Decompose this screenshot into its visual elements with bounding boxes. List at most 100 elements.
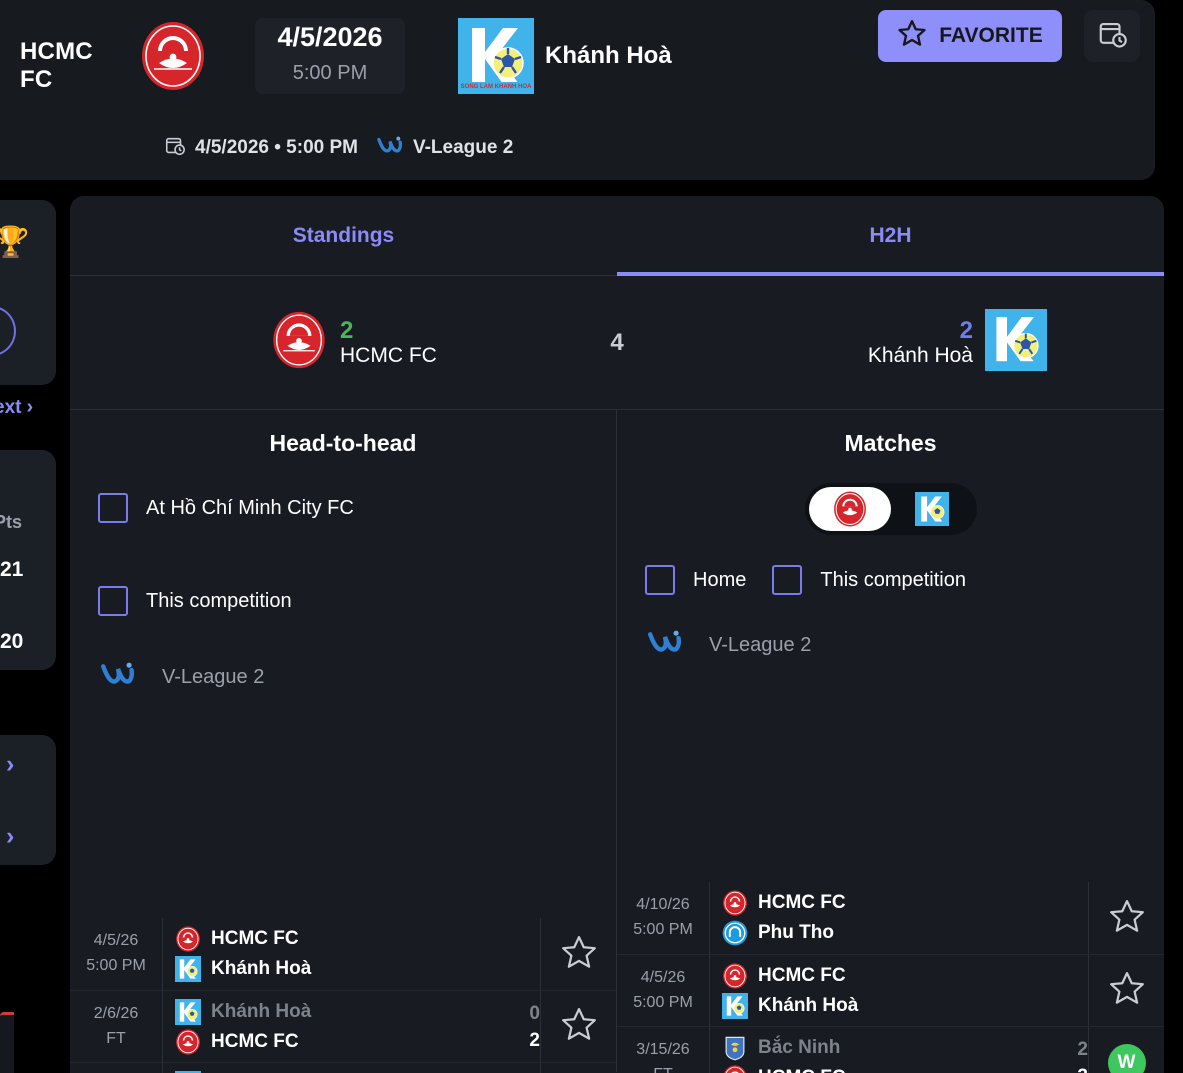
match-row-favorite-button[interactable] bbox=[1088, 955, 1164, 1026]
trophy-icon: 🏆 bbox=[0, 226, 30, 259]
sidebar-next-label: ext bbox=[0, 397, 22, 418]
summary-away: 2 Khánh Hoà bbox=[868, 309, 1047, 376]
match-row-status: FT bbox=[106, 1029, 126, 1047]
svg-text:SONG LAM KHANH HOA: SONG LAM KHANH HOA bbox=[461, 84, 532, 90]
checkbox-this-competition[interactable] bbox=[98, 586, 128, 616]
tab-h2h[interactable]: H2H bbox=[617, 196, 1164, 276]
filter-this-competition-right[interactable]: This competition bbox=[772, 565, 966, 595]
tab-bar: Standings H2H bbox=[70, 196, 1164, 276]
filter-home[interactable]: Home bbox=[645, 565, 746, 595]
head-to-head-panel: Head-to-head At Hồ Chí Minh City FC This… bbox=[70, 410, 617, 1073]
match-datetime-info: 4/5/2026 • 5:00 PM bbox=[164, 135, 358, 162]
match-row-status: 5:00 PM bbox=[86, 957, 146, 974]
away-team-name: Khánh Hoà bbox=[545, 42, 672, 69]
match-row[interactable]: 4/5/26 5:00 PM HCMC FC Khánh Hoà bbox=[70, 918, 616, 990]
match-row-score: 0 bbox=[529, 1002, 540, 1024]
filter-this-competition-right-label: This competition bbox=[820, 568, 966, 591]
match-row-favorite-button[interactable] bbox=[540, 1063, 616, 1073]
khanh-hoa-logo: SONG LAM KHANH HOA bbox=[458, 18, 534, 99]
filter-this-competition-label: This competition bbox=[146, 589, 292, 612]
match-row-favorite-button[interactable] bbox=[1088, 882, 1164, 954]
match-row-scores bbox=[1054, 882, 1088, 954]
phutho-logo bbox=[722, 920, 748, 946]
checkbox-at-venue[interactable] bbox=[98, 493, 128, 523]
status-badge: W bbox=[1107, 1043, 1146, 1073]
match-header-card: HCMC FC 4/5/2026 5:00 PM bbox=[0, 0, 1155, 180]
match-row-status: 5:00 PM bbox=[633, 921, 693, 938]
match-row[interactable]: 4/5/26 5:00 PM HCMC FC Khánh Hoà bbox=[617, 954, 1164, 1026]
checkbox-home[interactable] bbox=[645, 565, 675, 595]
match-row-away-team: HCMC FC bbox=[722, 1064, 1054, 1073]
favorite-button-label: FAVORITE bbox=[939, 24, 1043, 47]
sidebar-pts-value: 21 bbox=[0, 558, 24, 581]
match-row-home-team: HCMC FC bbox=[722, 890, 1054, 916]
match-time: 5:00 PM bbox=[292, 62, 368, 84]
calendar-clock-icon bbox=[1097, 19, 1127, 54]
match-row-teams: HCMC FC Khánh Hoà bbox=[709, 955, 1054, 1026]
team-toggle[interactable] bbox=[804, 483, 977, 535]
match-row-teams: HCMC FC Khánh Hoà bbox=[162, 918, 506, 990]
tab-standings[interactable]: Standings bbox=[292, 223, 395, 247]
match-row[interactable]: 2/6/26 FT Khánh Hoà HCMC FC 0 2 bbox=[70, 990, 616, 1062]
match-row-score: 3 bbox=[1054, 1065, 1088, 1073]
match-row-team-name: HCMC FC bbox=[758, 964, 846, 986]
sidebar-card-standings bbox=[0, 200, 56, 385]
match-row-date: 2/6/26 FT bbox=[70, 991, 162, 1062]
match-row[interactable]: 3/15/26FTBắc NinhHCMC FC23W bbox=[617, 1026, 1164, 1073]
hcmc-logo bbox=[722, 1064, 748, 1073]
h2h-card: Standings H2H 2 bbox=[70, 196, 1164, 1073]
hcmc-fc-logo bbox=[138, 21, 208, 96]
hcmc-logo bbox=[175, 926, 201, 952]
h2h-league-header[interactable]: V-League 2 bbox=[98, 659, 616, 696]
matches-filters: Home This competition bbox=[645, 565, 1164, 595]
summary-home-wins: 2 bbox=[340, 316, 354, 344]
v-league-logo bbox=[376, 134, 404, 163]
match-row[interactable]: 4/10/26 5:00 PM HCMC FC Phu Tho bbox=[617, 882, 1164, 954]
match-header-top: HCMC FC 4/5/2026 5:00 PM bbox=[0, 0, 1155, 112]
match-row-status: 5:00 PM bbox=[633, 993, 693, 1011]
match-row-team-name: HCMC FC bbox=[758, 1067, 846, 1073]
chevron-right-icon[interactable]: › bbox=[6, 822, 15, 850]
match-row-favorite-button[interactable] bbox=[540, 991, 616, 1062]
match-row-status: FT bbox=[653, 1063, 673, 1073]
calendar-clock-icon bbox=[164, 135, 186, 162]
match-row-date-value: 4/5/26 bbox=[93, 932, 139, 950]
khanhhoa-logo bbox=[175, 998, 201, 1025]
team-toggle-hcmc[interactable] bbox=[808, 487, 891, 531]
chevron-right-icon[interactable]: › bbox=[6, 750, 15, 778]
filter-this-competition[interactable]: This competition bbox=[98, 586, 616, 616]
matches-league-header[interactable]: V-League 2 bbox=[645, 627, 1164, 664]
match-row-team-name: HCMC FC bbox=[211, 1030, 299, 1052]
match-row-team-name: Khánh Hoà bbox=[758, 994, 859, 1016]
home-team-name: HCMC FC bbox=[20, 38, 93, 93]
match-row-team-name: HCMC FC bbox=[758, 892, 846, 913]
match-datetime-text: 4/5/2026 • 5:00 PM bbox=[195, 137, 358, 158]
reminder-button[interactable] bbox=[1084, 10, 1140, 62]
match-row-favorite-button[interactable] bbox=[540, 918, 616, 990]
team-toggle-khanh-hoa[interactable] bbox=[891, 487, 973, 531]
checkbox-this-competition-right[interactable] bbox=[772, 565, 803, 595]
match-row-scores bbox=[506, 918, 540, 990]
head-to-head-title: Head-to-head bbox=[269, 430, 417, 456]
match-row-date-value: 4/5/26 bbox=[640, 968, 686, 986]
match-row-home-team: HCMC FC bbox=[175, 926, 506, 952]
star-icon bbox=[1108, 897, 1146, 940]
match-row-team-name: HCMC FC bbox=[211, 928, 299, 949]
match-row-result-badge: W bbox=[1088, 1027, 1164, 1073]
star-icon bbox=[560, 933, 598, 976]
match-row-score: 2 bbox=[529, 1029, 540, 1051]
summary-draws: 4 bbox=[610, 328, 624, 356]
hcmc-fc-logo bbox=[270, 311, 328, 374]
summary-home-text: 2 HCMC FC bbox=[340, 317, 437, 369]
match-row-scores bbox=[1054, 955, 1088, 1026]
favorite-button[interactable]: FAVORITE bbox=[878, 10, 1062, 62]
bacninh-logo bbox=[722, 1035, 748, 1061]
match-row-team-name: Khánh Hoà bbox=[211, 958, 312, 979]
star-icon bbox=[560, 1005, 598, 1048]
filter-at-venue[interactable]: At Hồ Chí Minh City FC bbox=[98, 493, 616, 523]
match-row-teams: HCMC FC Phu Tho bbox=[709, 882, 1054, 954]
sidebar-next-link[interactable]: ext› bbox=[0, 396, 33, 419]
league-info[interactable]: V-League 2 bbox=[376, 134, 513, 163]
